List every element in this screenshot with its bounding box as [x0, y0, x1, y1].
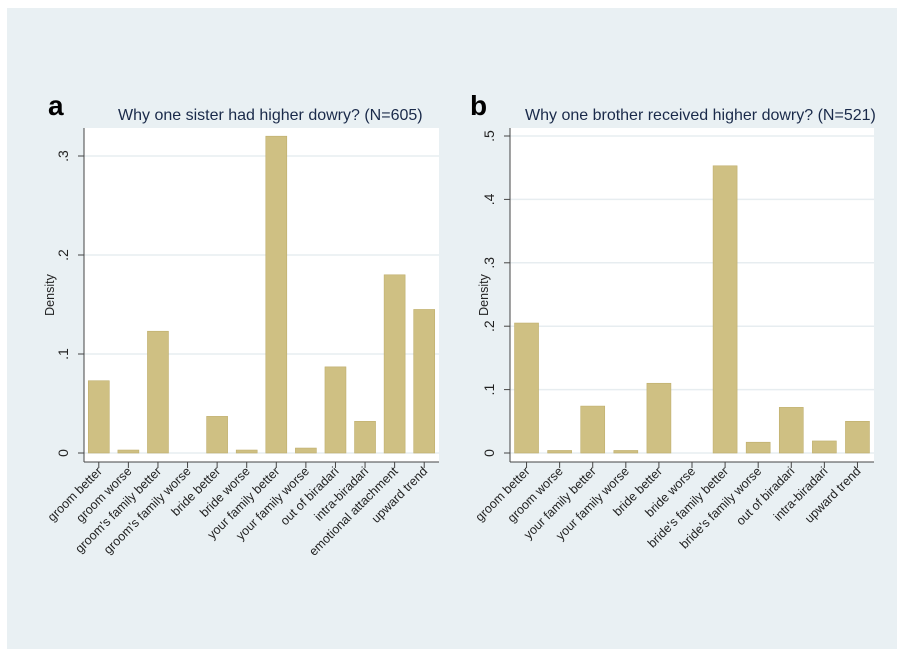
panel-b-y-axis-title: Density [477, 273, 491, 315]
panel-a-bar [413, 309, 436, 454]
panel-a-bar [147, 330, 169, 454]
panel-a-bar [324, 366, 347, 454]
panel-a-bar [354, 421, 376, 454]
panel-b-bar [547, 450, 572, 454]
panel-a-title: Why one sister had higher dowry? (N=605) [118, 107, 423, 124]
panel-b-ytick-label: .1 [481, 384, 497, 396]
panel-b-bar [514, 322, 539, 454]
panel-b-ytick-label: 0 [481, 449, 497, 457]
panel-a-bar [235, 449, 258, 454]
panel-b-bar [580, 405, 606, 454]
panel-b-plot-area [510, 128, 874, 462]
panel-b-bar [812, 440, 837, 454]
panel-a-plot-area [84, 128, 439, 462]
panel-b-bar [745, 441, 771, 454]
panel-b-ytick-label: .2 [481, 320, 497, 332]
panel-a-ytick-label: .1 [55, 348, 71, 360]
panel-b-letter: b [470, 90, 487, 121]
panel-a-y-axis-title: Density [43, 273, 57, 315]
panel-a-bar [87, 380, 110, 454]
panel-b-bar [712, 165, 738, 454]
panel-a-letter: a [48, 90, 64, 121]
panel-a-bar [265, 135, 288, 454]
panel-b-ytick-label: .3 [481, 257, 497, 269]
panel-b-ytick-label: .5 [481, 130, 497, 142]
panel-a-ytick-label: .3 [55, 150, 71, 162]
panel-a-bar [295, 447, 317, 454]
panel-a-bar [206, 416, 228, 454]
panel-b-bar [845, 420, 870, 454]
panel-b-bar [778, 407, 804, 454]
panel-a-bar [117, 449, 140, 454]
panel-b-bar [613, 450, 639, 454]
panel-a-bar [383, 274, 406, 454]
panel-a-ytick-label: 0 [55, 449, 71, 457]
panel-b-title: Why one brother received higher dowry? (… [525, 107, 876, 124]
panel-a-ytick-label: .2 [55, 249, 71, 261]
panel-b-ytick-label: .4 [481, 193, 497, 205]
panel-b-bar [646, 382, 672, 454]
